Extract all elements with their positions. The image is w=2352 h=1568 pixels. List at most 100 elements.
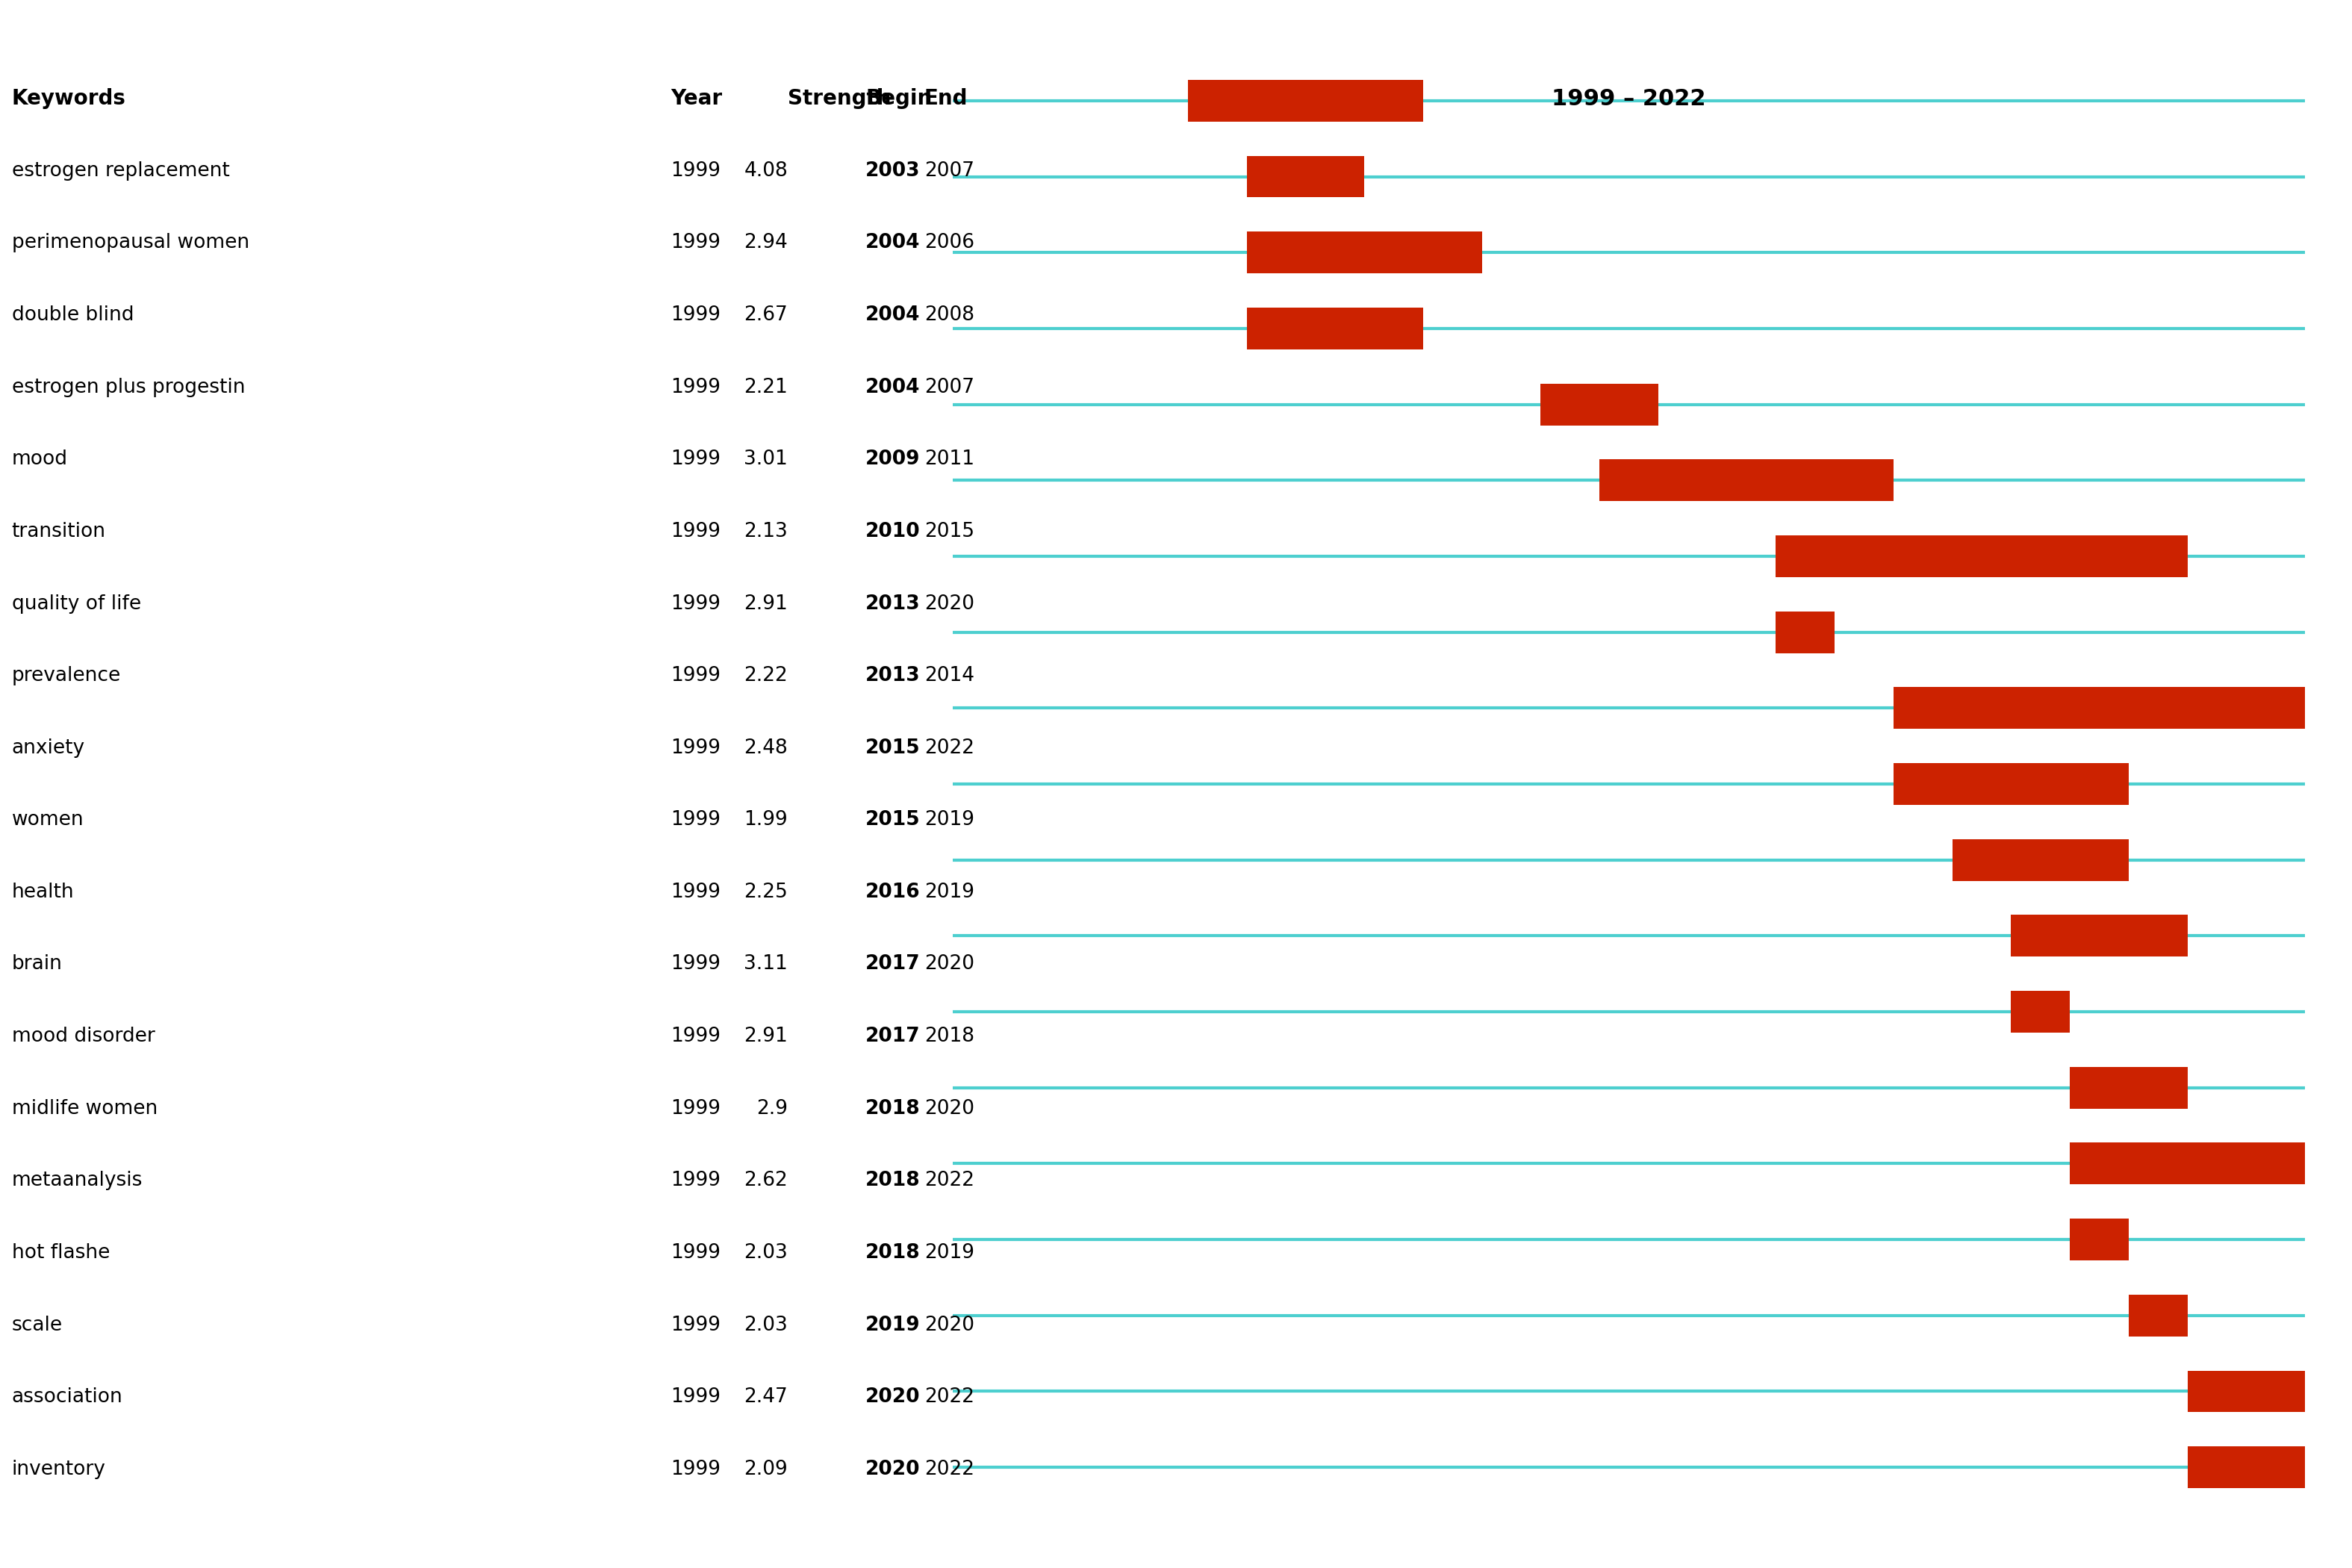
Text: 1999: 1999 — [670, 811, 720, 829]
Bar — [2070, 1143, 2305, 1184]
Text: 2020: 2020 — [866, 1460, 920, 1479]
Bar — [2011, 991, 2070, 1033]
Text: 1999: 1999 — [670, 234, 720, 252]
Text: 2004: 2004 — [866, 378, 920, 397]
Text: double blind: double blind — [12, 306, 134, 325]
Text: metaanalysis: metaanalysis — [12, 1171, 143, 1190]
Text: 1999: 1999 — [670, 883, 720, 902]
Text: brain: brain — [12, 955, 64, 974]
Text: 2009: 2009 — [866, 450, 920, 469]
Text: 2.25: 2.25 — [743, 883, 788, 902]
Bar — [2187, 1370, 2305, 1413]
Text: estrogen replacement: estrogen replacement — [12, 162, 230, 180]
Text: 2015: 2015 — [924, 522, 974, 541]
Text: 2008: 2008 — [924, 306, 974, 325]
Text: Strength: Strength — [788, 88, 891, 110]
Text: 1999: 1999 — [670, 1171, 720, 1190]
Text: 2007: 2007 — [924, 162, 974, 180]
Text: 2018: 2018 — [866, 1099, 920, 1118]
Text: mood disorder: mood disorder — [12, 1027, 155, 1046]
Bar — [2129, 1295, 2187, 1336]
Text: 2.9: 2.9 — [757, 1099, 788, 1118]
Text: 2.13: 2.13 — [743, 522, 788, 541]
Text: 2019: 2019 — [924, 883, 974, 902]
Text: 2.67: 2.67 — [743, 306, 788, 325]
Bar — [1599, 459, 1893, 502]
Text: 2007: 2007 — [924, 378, 974, 397]
Text: 2022: 2022 — [924, 1460, 974, 1479]
Text: 1999: 1999 — [670, 666, 720, 685]
Text: 2022: 2022 — [924, 739, 974, 757]
Text: quality of life: quality of life — [12, 594, 141, 613]
Bar — [2011, 916, 2187, 956]
Bar — [1188, 80, 1423, 122]
Bar — [1893, 687, 2305, 729]
Text: 1999: 1999 — [670, 1460, 720, 1479]
Text: 2020: 2020 — [924, 1099, 974, 1118]
Text: 2013: 2013 — [866, 666, 920, 685]
Text: 2.09: 2.09 — [743, 1460, 788, 1479]
Bar — [1247, 307, 1423, 350]
Text: 1999: 1999 — [670, 739, 720, 757]
Text: 2.03: 2.03 — [743, 1316, 788, 1334]
Text: End: End — [924, 88, 969, 110]
Text: 1999: 1999 — [670, 955, 720, 974]
Text: 2022: 2022 — [924, 1171, 974, 1190]
Text: 2022: 2022 — [924, 1388, 974, 1406]
Bar — [2187, 1446, 2305, 1488]
Text: 2.91: 2.91 — [743, 1027, 788, 1046]
Text: 2003: 2003 — [866, 162, 920, 180]
Text: Year: Year — [670, 88, 722, 110]
Text: 1999: 1999 — [670, 378, 720, 397]
Text: 3.11: 3.11 — [743, 955, 788, 974]
Text: 1999: 1999 — [670, 1243, 720, 1262]
Text: 2019: 2019 — [866, 1316, 920, 1334]
Text: 1999: 1999 — [670, 1099, 720, 1118]
Text: midlife women: midlife women — [12, 1099, 158, 1118]
Text: 2016: 2016 — [866, 883, 920, 902]
Text: mood: mood — [12, 450, 68, 469]
Text: 2.03: 2.03 — [743, 1243, 788, 1262]
Text: 2014: 2014 — [924, 666, 974, 685]
Bar — [1776, 535, 2187, 577]
Text: 2018: 2018 — [924, 1027, 974, 1046]
Text: hot flashe: hot flashe — [12, 1243, 111, 1262]
Text: 3.01: 3.01 — [743, 450, 788, 469]
Text: scale: scale — [12, 1316, 64, 1334]
Text: 2013: 2013 — [866, 594, 920, 613]
Text: 2.48: 2.48 — [743, 739, 788, 757]
Text: 2.91: 2.91 — [743, 594, 788, 613]
Text: 4.08: 4.08 — [743, 162, 788, 180]
Text: 1999 – 2022: 1999 – 2022 — [1552, 88, 1705, 110]
Text: women: women — [12, 811, 85, 829]
Text: anxiety: anxiety — [12, 739, 85, 757]
Text: 1999: 1999 — [670, 450, 720, 469]
Text: 2.94: 2.94 — [743, 234, 788, 252]
Text: 1999: 1999 — [670, 306, 720, 325]
Text: Begin: Begin — [866, 88, 931, 110]
Bar — [1247, 155, 1364, 198]
Bar — [1541, 384, 1658, 425]
Text: 2020: 2020 — [866, 1388, 920, 1406]
Text: 2020: 2020 — [924, 955, 974, 974]
Text: 1999: 1999 — [670, 522, 720, 541]
Text: 2.21: 2.21 — [743, 378, 788, 397]
Bar — [2070, 1218, 2129, 1261]
Text: 2017: 2017 — [866, 955, 920, 974]
Text: 1999: 1999 — [670, 594, 720, 613]
Text: 1999: 1999 — [670, 1027, 720, 1046]
Text: 2020: 2020 — [924, 1316, 974, 1334]
Text: 2015: 2015 — [866, 739, 920, 757]
Text: 2.22: 2.22 — [743, 666, 788, 685]
Text: prevalence: prevalence — [12, 666, 120, 685]
Text: 2018: 2018 — [866, 1243, 920, 1262]
Text: 2.62: 2.62 — [743, 1171, 788, 1190]
Bar — [2070, 1066, 2187, 1109]
Text: 2.47: 2.47 — [743, 1388, 788, 1406]
Text: 2004: 2004 — [866, 234, 920, 252]
Text: inventory: inventory — [12, 1460, 106, 1479]
Text: 1999: 1999 — [670, 1316, 720, 1334]
Text: 1999: 1999 — [670, 1388, 720, 1406]
Text: perimenopausal women: perimenopausal women — [12, 234, 249, 252]
Text: 2015: 2015 — [866, 811, 920, 829]
